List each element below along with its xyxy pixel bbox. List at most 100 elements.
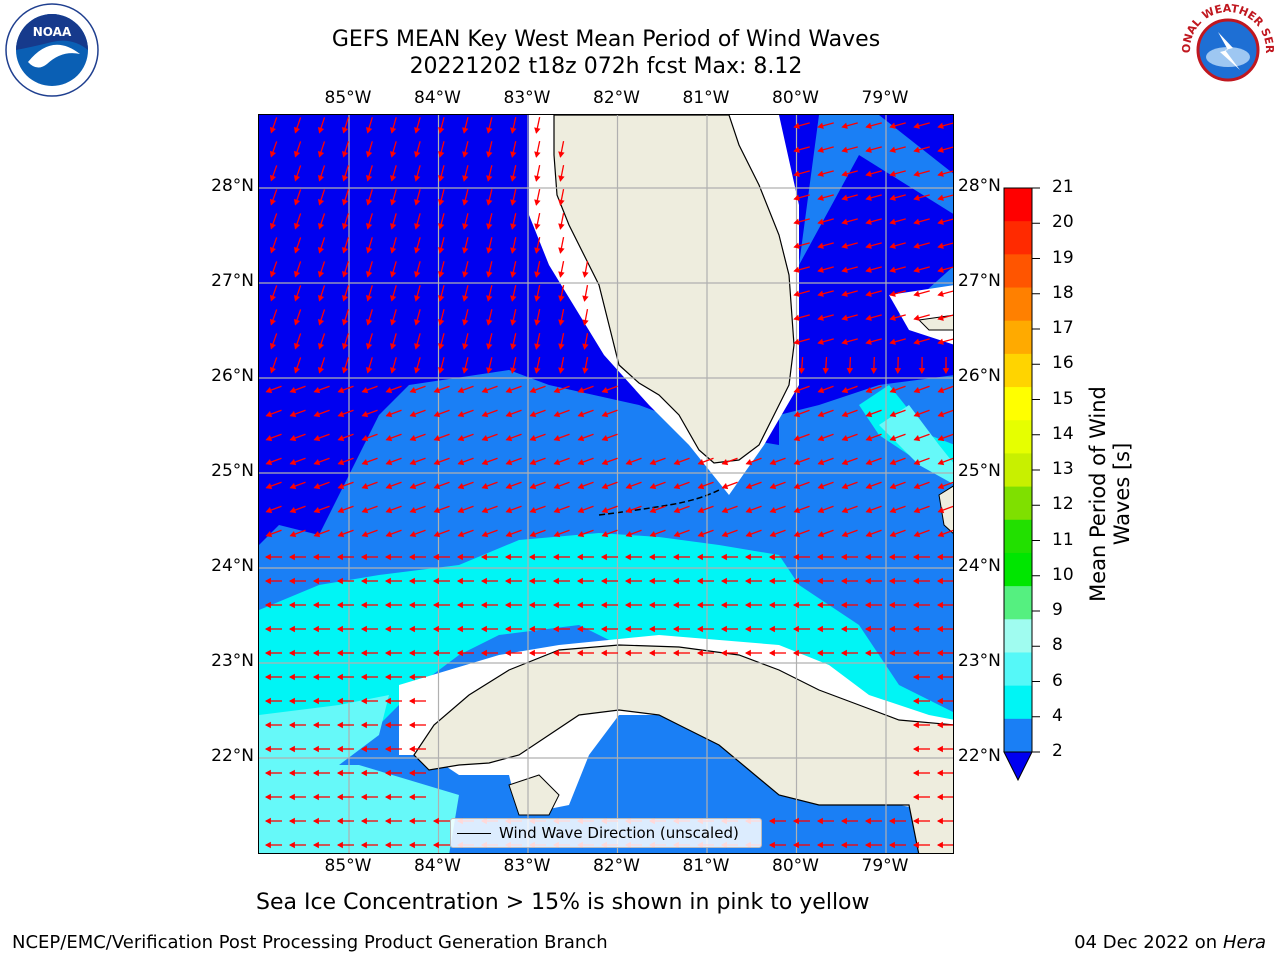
wind-wave-arrowhead bbox=[341, 366, 349, 374]
wind-wave-arrowhead bbox=[841, 507, 849, 514]
wind-wave-arrowhead bbox=[384, 577, 391, 585]
wind-wave-arrowhead bbox=[462, 343, 469, 350]
wind-wave-arrowhead bbox=[720, 577, 727, 585]
wind-wave-arrowhead bbox=[552, 625, 559, 633]
wind-wave-arrowhead bbox=[269, 294, 277, 302]
wind-wave-arrowhead bbox=[558, 199, 565, 206]
colorbar-segment bbox=[1004, 287, 1032, 322]
wind-wave-arrowhead bbox=[745, 483, 753, 490]
wind-wave-arrowhead bbox=[936, 769, 943, 777]
wind-wave-arrowhead bbox=[648, 649, 655, 657]
wind-wave-arrowhead bbox=[480, 625, 487, 633]
wind-wave-arrowhead bbox=[312, 697, 319, 705]
wind-wave-arrowhead bbox=[336, 697, 343, 705]
wind-wave-arrowhead bbox=[769, 507, 777, 514]
wind-wave-arrowhead bbox=[841, 314, 848, 321]
wind-wave-arrowhead bbox=[384, 649, 391, 657]
wind-wave-arrowhead bbox=[337, 531, 345, 538]
wind-wave-arrowhead bbox=[937, 483, 945, 490]
wind-wave-arrowhead bbox=[462, 367, 469, 374]
wind-wave-arrowhead bbox=[840, 625, 847, 633]
wind-wave-arrowhead bbox=[865, 459, 873, 466]
wind-wave-arrowhead bbox=[414, 343, 421, 350]
wind-wave-arrowhead bbox=[793, 531, 801, 538]
wind-wave-arrowhead bbox=[360, 601, 367, 609]
wind-wave-arrowhead bbox=[289, 531, 297, 538]
wind-wave-arrowhead bbox=[937, 531, 945, 538]
wind-wave-arrowhead bbox=[529, 435, 537, 442]
lon-label-top: 85°W bbox=[324, 88, 372, 108]
wind-wave-arrowhead bbox=[457, 531, 465, 538]
wind-wave-arrowhead bbox=[534, 247, 541, 254]
wind-wave-arrowhead bbox=[317, 318, 325, 326]
wind-wave-arrowhead bbox=[624, 553, 631, 561]
wind-wave-arrowhead bbox=[438, 295, 445, 302]
wind-wave-arrowhead bbox=[696, 601, 703, 609]
colorbar-segment bbox=[1004, 586, 1032, 620]
wind-wave-arrowhead bbox=[817, 242, 824, 249]
wind-wave-arrowhead bbox=[433, 387, 441, 394]
wind-wave-arrowhead bbox=[390, 199, 397, 206]
wind-wave-arrowhead bbox=[601, 411, 609, 418]
wind-wave-arrowhead bbox=[936, 553, 943, 561]
wind-wave-arrowhead bbox=[264, 817, 271, 825]
wind-wave-arrowhead bbox=[937, 507, 945, 514]
wind-wave-arrowhead bbox=[361, 459, 369, 466]
wind-wave-arrowhead bbox=[600, 553, 607, 561]
wind-wave-arrowhead bbox=[937, 411, 945, 418]
wind-wave-arrowhead bbox=[841, 218, 848, 225]
colorbar-segment bbox=[1004, 718, 1032, 753]
wind-wave-arrowhead bbox=[360, 649, 367, 657]
wind-wave-arrowhead bbox=[582, 343, 589, 350]
wind-wave-arrowhead bbox=[438, 199, 445, 206]
wind-wave-arrowhead bbox=[577, 387, 585, 394]
wind-wave-arrowhead bbox=[510, 343, 517, 350]
wind-wave-arrowhead bbox=[817, 387, 825, 394]
wind-wave-arrowhead bbox=[312, 673, 319, 681]
wind-wave-arrowhead bbox=[894, 368, 902, 375]
wind-wave-arrowhead bbox=[432, 817, 439, 825]
wind-wave-arrowhead bbox=[816, 841, 823, 849]
wind-wave-arrowhead bbox=[438, 367, 445, 374]
wind-wave-arrowhead bbox=[937, 194, 944, 201]
wind-wave-arrowhead bbox=[269, 222, 277, 230]
wind-wave-arrowhead bbox=[288, 817, 295, 825]
wind-wave-arrowhead bbox=[864, 841, 871, 849]
wind-wave-arrowhead bbox=[648, 601, 655, 609]
wind-wave-arrowhead bbox=[648, 553, 655, 561]
wind-wave-arrowhead bbox=[432, 841, 439, 849]
wind-wave-arrowhead bbox=[433, 435, 441, 442]
wind-wave-arrowhead bbox=[745, 507, 753, 514]
wind-wave-arrowhead bbox=[888, 649, 895, 657]
wind-wave-arrowhead bbox=[865, 290, 872, 297]
wind-wave-arrowhead bbox=[888, 553, 895, 561]
wind-wave-arrowhead bbox=[414, 367, 421, 374]
wind-wave-arrowhead bbox=[269, 150, 277, 158]
wind-wave-arrowhead bbox=[312, 817, 319, 825]
wind-wave-arrowhead bbox=[337, 435, 345, 442]
wind-wave-arrowhead bbox=[510, 319, 517, 326]
wind-wave-arrowhead bbox=[456, 625, 463, 633]
wind-wave-arrowhead bbox=[293, 342, 301, 350]
wind-wave-arrowhead bbox=[462, 223, 469, 230]
wind-wave-arrowhead bbox=[744, 625, 751, 633]
wind-wave-arrowhead bbox=[293, 294, 301, 302]
wind-wave-arrowhead bbox=[912, 721, 919, 729]
wind-wave-arrowhead bbox=[817, 290, 824, 297]
wind-wave-arrowhead bbox=[361, 411, 369, 418]
wind-wave-arrowhead bbox=[360, 769, 367, 777]
wind-wave-arrowhead bbox=[409, 507, 417, 514]
wind-wave-arrowhead bbox=[817, 531, 825, 538]
florida-keys-outline bbox=[598, 489, 720, 516]
wind-wave-arrowhead bbox=[840, 601, 847, 609]
wind-wave-arrowhead bbox=[337, 507, 345, 514]
wind-wave-arrowhead bbox=[576, 649, 583, 657]
wind-wave-arrowhead bbox=[577, 483, 585, 490]
wind-wave-arrowhead bbox=[913, 170, 920, 177]
wind-wave-arrowhead bbox=[313, 459, 321, 466]
wind-wave-arrowhead bbox=[889, 435, 897, 442]
colorbar-segment bbox=[1004, 420, 1032, 454]
wind-wave-arrowhead bbox=[289, 507, 297, 514]
wind-wave-arrowhead bbox=[360, 553, 367, 561]
wind-wave-arrowhead bbox=[456, 649, 463, 657]
